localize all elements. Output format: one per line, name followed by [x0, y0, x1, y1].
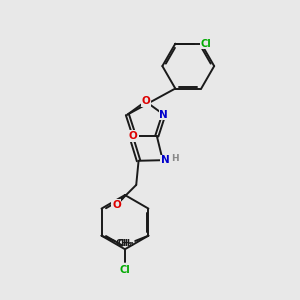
- Text: CH₃: CH₃: [116, 238, 133, 247]
- Text: Cl: Cl: [201, 39, 211, 49]
- Text: O: O: [141, 96, 150, 106]
- Text: O: O: [128, 131, 137, 141]
- Text: N: N: [161, 155, 170, 165]
- Text: O: O: [112, 200, 121, 210]
- Text: CH₃: CH₃: [117, 238, 134, 247]
- Text: Cl: Cl: [120, 266, 130, 275]
- Text: N: N: [159, 110, 168, 120]
- Text: H: H: [171, 154, 179, 163]
- Text: N: N: [130, 131, 139, 141]
